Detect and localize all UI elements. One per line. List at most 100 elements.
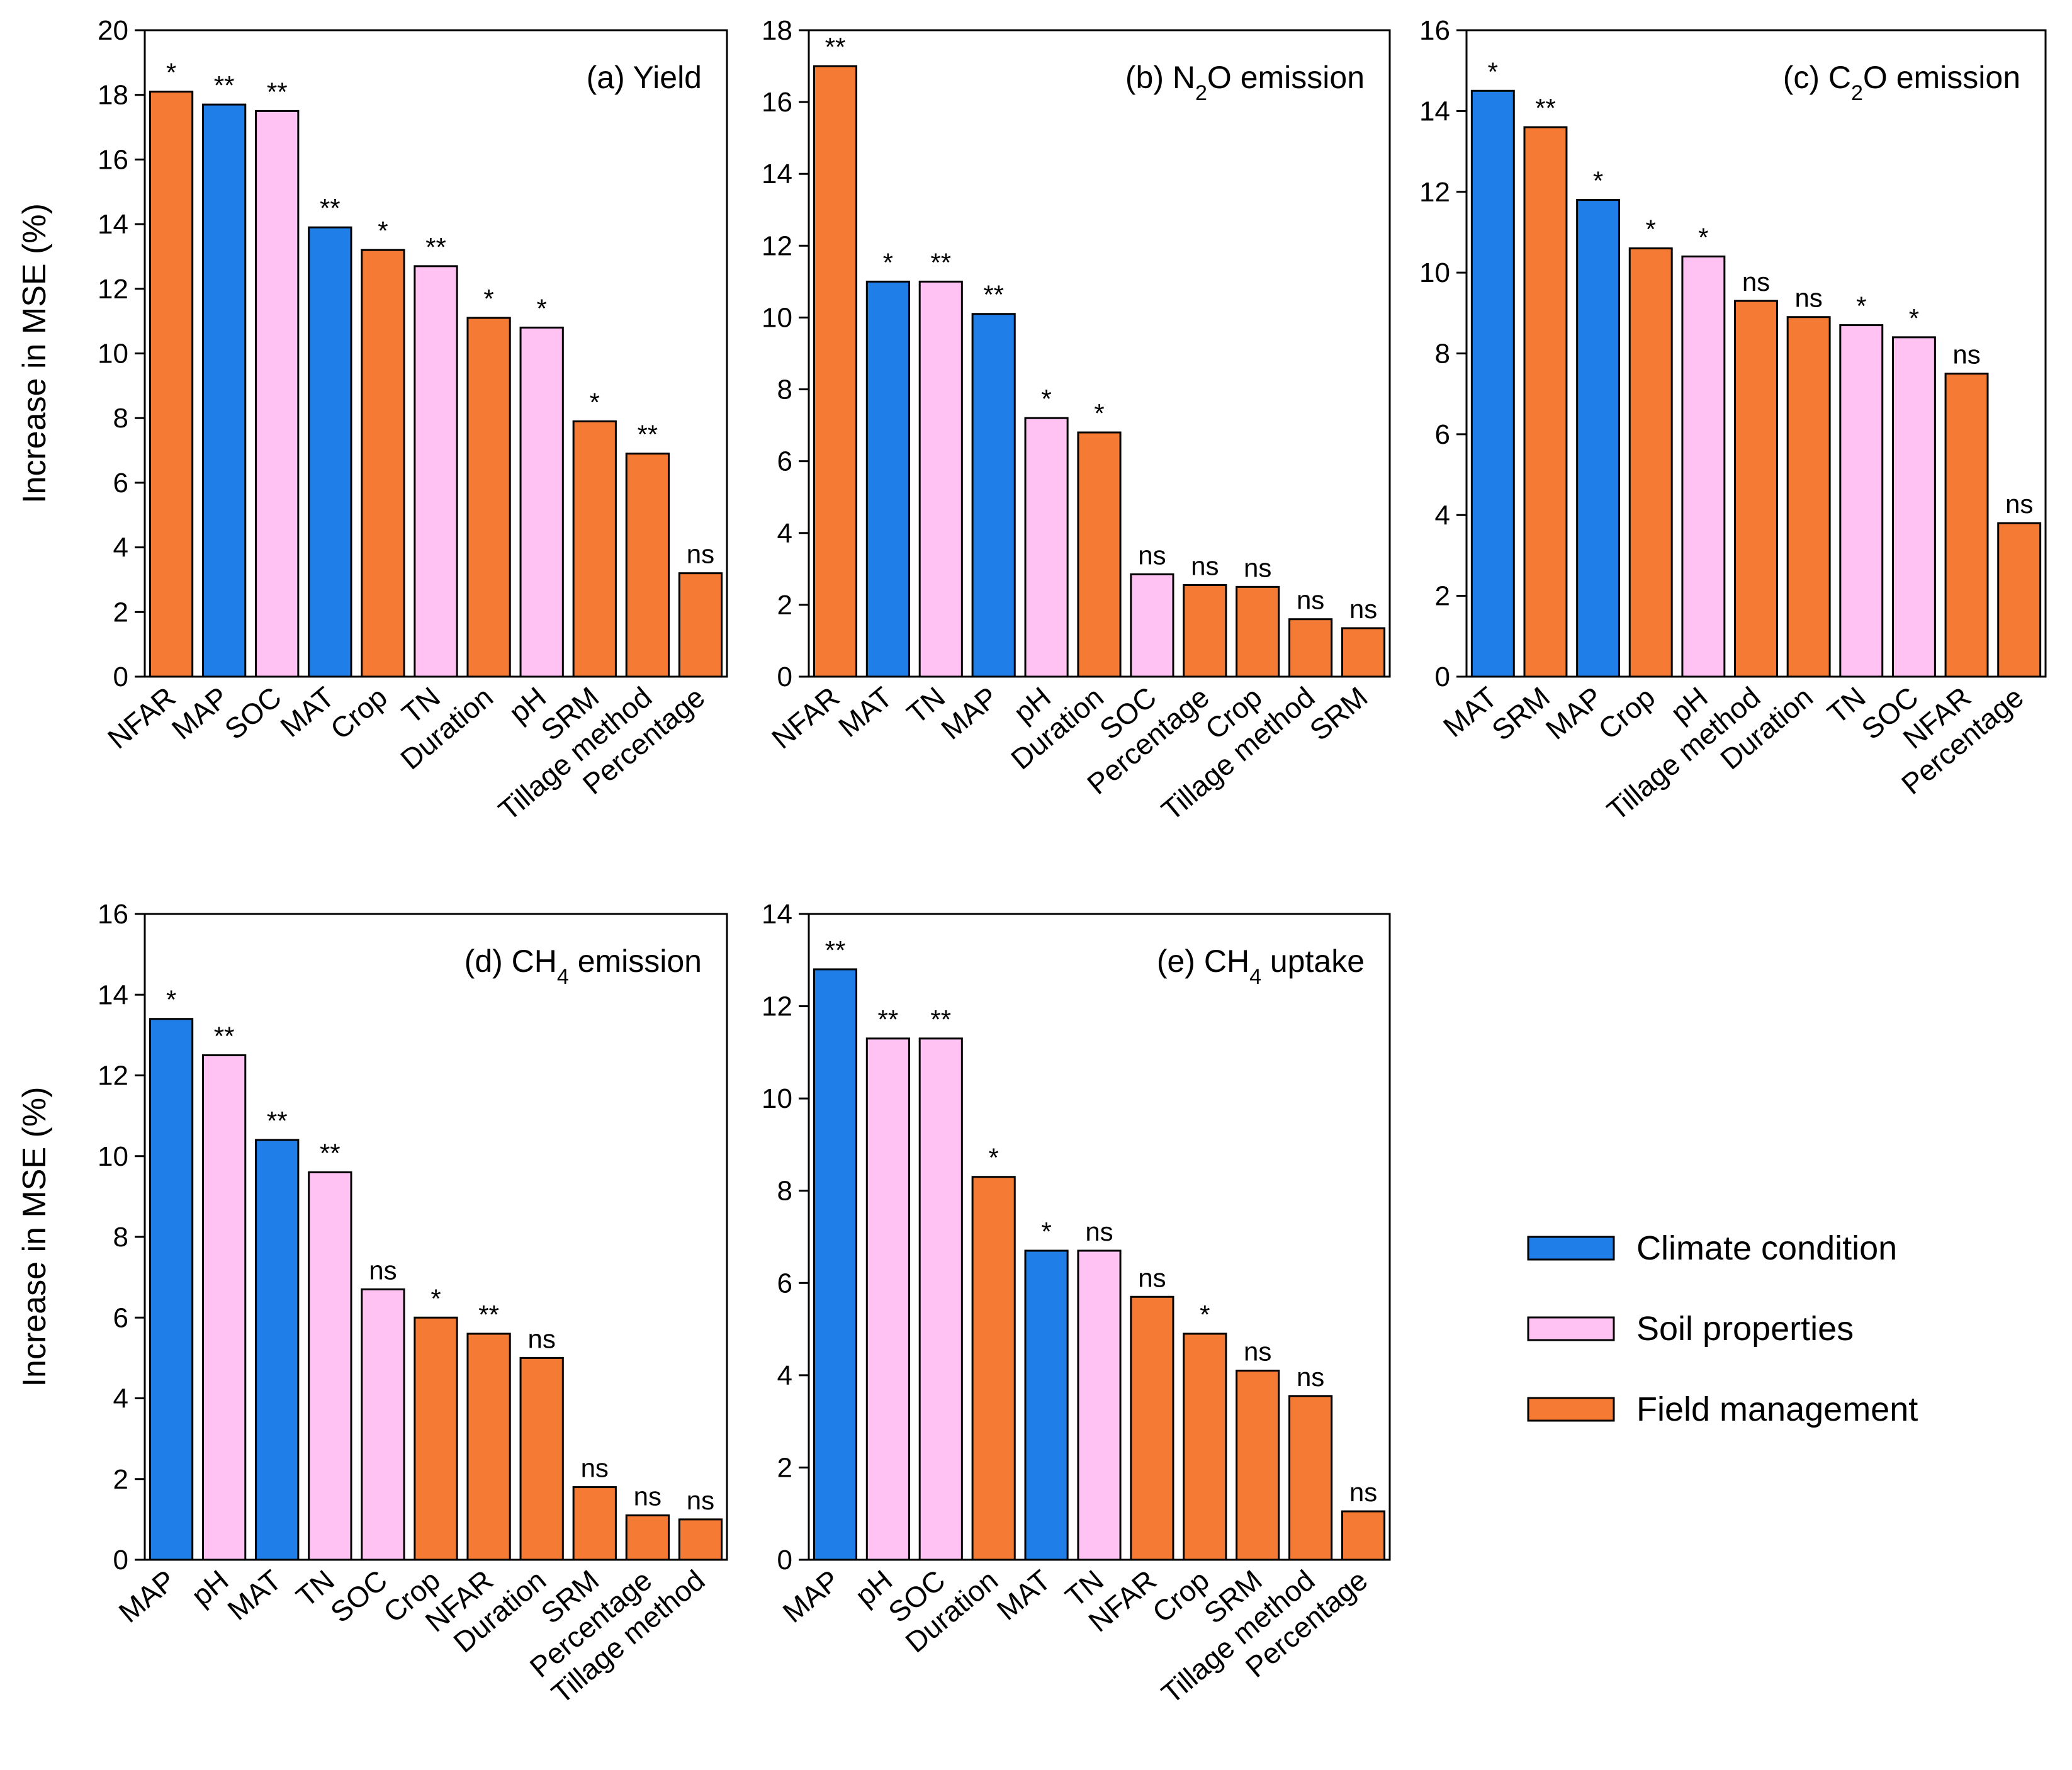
bar bbox=[1236, 585, 1280, 678]
y-tick-label: 0 bbox=[777, 1545, 792, 1576]
bar bbox=[625, 453, 670, 678]
significance-label: * bbox=[1041, 384, 1051, 414]
bar bbox=[1470, 89, 1515, 678]
significance-label: ns bbox=[687, 539, 714, 569]
y-tick-label: 10 bbox=[762, 1083, 792, 1114]
y-tick-label: 16 bbox=[1419, 15, 1450, 46]
bar bbox=[1288, 1395, 1333, 1561]
y-tick-label: 8 bbox=[1435, 339, 1450, 369]
y-tick-label: 12 bbox=[1419, 177, 1450, 208]
y-tick-label: 10 bbox=[98, 339, 128, 369]
significance-label: * bbox=[989, 1143, 999, 1173]
bar bbox=[678, 1518, 723, 1561]
significance-label: ** bbox=[320, 193, 341, 223]
y-tick-label: 0 bbox=[113, 662, 128, 692]
bar bbox=[1288, 618, 1333, 678]
bar bbox=[1523, 126, 1568, 678]
y-tick-label: 0 bbox=[113, 1545, 128, 1576]
y-tick-label: 14 bbox=[762, 159, 792, 189]
significance-label: * bbox=[1488, 57, 1498, 86]
y-tick-label: 4 bbox=[113, 533, 128, 563]
bar bbox=[202, 1054, 247, 1561]
bar bbox=[149, 91, 194, 678]
significance-label: ns bbox=[528, 1324, 556, 1353]
bar bbox=[678, 572, 723, 678]
y-tick-label: 14 bbox=[762, 899, 792, 930]
significance-label: ** bbox=[214, 70, 235, 100]
y-tick-label: 10 bbox=[98, 1141, 128, 1172]
bar bbox=[1183, 1333, 1227, 1561]
y-tick-label: 14 bbox=[1419, 96, 1450, 127]
category-label: Crop bbox=[324, 680, 393, 746]
bar bbox=[918, 1037, 963, 1561]
bar bbox=[971, 313, 1016, 678]
y-tick-label: 6 bbox=[777, 446, 792, 477]
chart-title: (c) C2O emission bbox=[1783, 60, 2020, 105]
significance-label: ** bbox=[214, 1021, 235, 1051]
bar bbox=[1130, 573, 1174, 678]
significance-label: * bbox=[1200, 1300, 1210, 1329]
legend-item: Climate condition bbox=[1527, 1229, 1897, 1267]
significance-label: ** bbox=[825, 32, 846, 62]
y-tick-label: 14 bbox=[98, 979, 128, 1010]
category-label: MAT bbox=[832, 680, 898, 743]
significance-label: * bbox=[1041, 1217, 1051, 1246]
category-label: SRM bbox=[1485, 680, 1556, 747]
bar bbox=[149, 1018, 194, 1561]
bar bbox=[865, 1037, 910, 1561]
significance-label: ns bbox=[369, 1255, 397, 1285]
legend-item: Soil properties bbox=[1527, 1310, 1854, 1348]
chart-panel-1: 0 2 4 6 8 10 12 14 16 18 20 Increase in MSE (%) (a) … bbox=[16, 15, 728, 827]
legend-swatch bbox=[1527, 1236, 1615, 1261]
category-label: SOC bbox=[324, 1564, 393, 1629]
significance-label: ns bbox=[1138, 540, 1166, 570]
y-tick-label: 6 bbox=[1435, 419, 1450, 450]
significance-label: ns bbox=[1952, 340, 1980, 369]
bar bbox=[1130, 1295, 1174, 1561]
y-tick-label: 4 bbox=[1435, 500, 1450, 531]
significance-label: ** bbox=[267, 1106, 288, 1136]
bar bbox=[308, 226, 352, 678]
y-tick-label: 2 bbox=[113, 1464, 128, 1495]
significance-label: ns bbox=[1244, 553, 1271, 582]
significance-label: ** bbox=[478, 1300, 499, 1329]
y-tick-label: 6 bbox=[113, 1302, 128, 1333]
bar bbox=[572, 420, 617, 678]
y-tick-label: 6 bbox=[113, 468, 128, 499]
bar bbox=[1839, 324, 1884, 678]
y-tick-label: 12 bbox=[762, 991, 792, 1022]
bar bbox=[625, 1514, 670, 1561]
y-tick-label: 10 bbox=[1419, 257, 1450, 288]
significance-label: ns bbox=[1244, 1337, 1271, 1367]
significance-label: ns bbox=[1349, 594, 1377, 624]
significance-label: ** bbox=[267, 77, 288, 106]
significance-label: ** bbox=[878, 1005, 899, 1034]
y-tick-label: 4 bbox=[777, 518, 792, 549]
significance-label: ** bbox=[930, 247, 951, 277]
bar bbox=[1024, 417, 1069, 678]
y-tick-label: 14 bbox=[98, 209, 128, 240]
significance-label: ** bbox=[983, 280, 1004, 310]
significance-label: ns bbox=[1138, 1263, 1166, 1292]
bar bbox=[1944, 373, 1989, 678]
significance-label: * bbox=[883, 247, 893, 277]
bar bbox=[1786, 316, 1831, 678]
bar bbox=[813, 968, 858, 1561]
significance-label: * bbox=[1856, 291, 1866, 321]
bar bbox=[1681, 255, 1726, 678]
category-label: Crop bbox=[1592, 680, 1661, 746]
bar bbox=[865, 280, 910, 678]
y-axis-label: Increase in MSE (%) bbox=[16, 203, 53, 504]
y-tick-label: 8 bbox=[113, 403, 128, 434]
chart-title: (b) N2O emission bbox=[1125, 60, 1365, 105]
significance-label: * bbox=[431, 1283, 441, 1313]
significance-label: ns bbox=[1191, 551, 1219, 581]
chart-panel-4: 0 2 4 6 8 10 12 14 16 Increase in MSE (%) (d) CH4 … bbox=[16, 899, 728, 1710]
y-tick-label: 2 bbox=[113, 597, 128, 628]
bar bbox=[1077, 1249, 1122, 1561]
bar bbox=[1183, 584, 1227, 678]
significance-label: ** bbox=[930, 1005, 951, 1034]
significance-label: ns bbox=[581, 1453, 609, 1483]
